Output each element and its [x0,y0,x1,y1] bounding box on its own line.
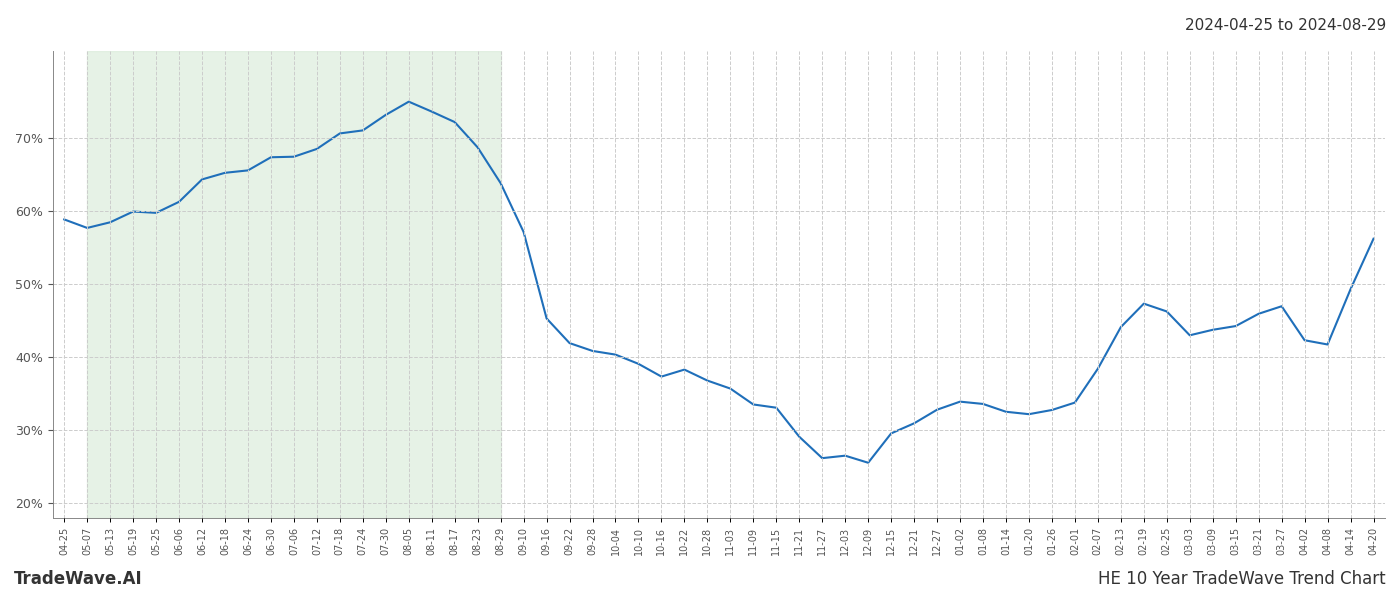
Text: HE 10 Year TradeWave Trend Chart: HE 10 Year TradeWave Trend Chart [1099,570,1386,588]
Text: TradeWave.AI: TradeWave.AI [14,570,143,588]
Text: 2024-04-25 to 2024-08-29: 2024-04-25 to 2024-08-29 [1184,18,1386,33]
Bar [87,51,501,518]
